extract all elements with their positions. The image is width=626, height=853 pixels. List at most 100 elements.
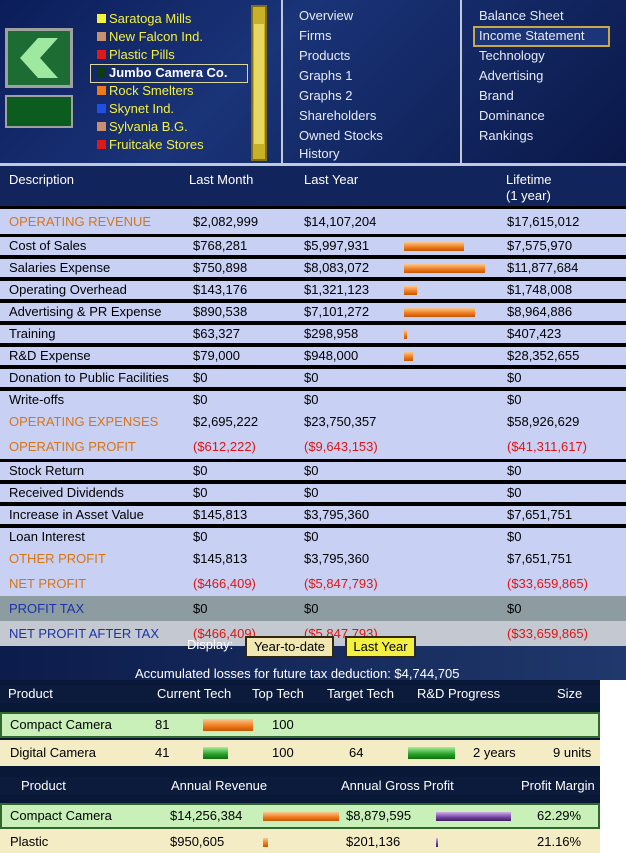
- menu-item[interactable]: Overview: [299, 8, 354, 23]
- lifetime: ($33,659,865): [507, 625, 588, 641]
- company-swatch: [97, 104, 106, 113]
- column-header: Target Tech: [327, 686, 394, 701]
- last-month: $143,176: [193, 282, 248, 297]
- tech-bar: [203, 719, 254, 731]
- last-year: ($5,847,793): [304, 575, 378, 591]
- display-button[interactable]: Year-to-date: [245, 636, 334, 658]
- lifetime: $0: [507, 392, 522, 407]
- row-label: NET PROFIT AFTER TAX: [9, 625, 160, 641]
- company-name[interactable]: Plastic Pills: [109, 47, 175, 62]
- row-label: Donation to Public Facilities: [9, 370, 169, 385]
- statement-row: [0, 434, 626, 459]
- product-name: Plastic: [10, 834, 49, 849]
- last-month: $145,813: [193, 507, 248, 522]
- company-swatch: [97, 140, 106, 149]
- lifetime: $58,926,629: [507, 413, 580, 429]
- row-label: Increase in Asset Value: [9, 507, 144, 522]
- menu-item[interactable]: Graphs 1: [299, 68, 353, 83]
- revenue-row: [0, 829, 600, 853]
- last-month: $0: [193, 485, 208, 500]
- menu-item[interactable]: Technology: [479, 48, 545, 63]
- last-month: $145,813: [193, 550, 248, 566]
- top-tech: 100: [272, 717, 294, 732]
- last-year: $0: [304, 370, 319, 385]
- column-header: Size: [557, 686, 583, 701]
- scroll-thumb[interactable]: [254, 24, 264, 144]
- column-header: Annual Gross Profit: [341, 778, 454, 793]
- row-label: PROFIT TAX: [9, 600, 85, 616]
- profit-margin: 21.16%: [537, 834, 582, 849]
- statement-row: [0, 484, 626, 502]
- lifetime: $8,964,886: [507, 304, 573, 319]
- statement-row: [0, 596, 626, 621]
- menu-item[interactable]: Dominance: [479, 108, 545, 123]
- company-name[interactable]: Rock Smelters: [109, 83, 194, 98]
- company-name[interactable]: Jumbo Camera Co.: [109, 65, 228, 80]
- last-year: $0: [304, 392, 319, 407]
- statement-row: [0, 209, 626, 234]
- lifetime: $7,575,970: [507, 238, 573, 253]
- column-header: Last Year: [304, 172, 359, 187]
- revenue: $950,605: [170, 834, 225, 849]
- profit-margin: 62.29%: [537, 808, 582, 823]
- gross-profit: $201,136: [346, 834, 401, 849]
- statement-row: [0, 571, 626, 596]
- menu-item[interactable]: Rankings: [479, 128, 534, 143]
- last-month: $750,898: [193, 260, 248, 275]
- menu-item[interactable]: Firms: [299, 28, 332, 43]
- menu-item[interactable]: History: [299, 146, 340, 161]
- table-header-bg: [0, 777, 600, 795]
- statement-row: [0, 281, 626, 299]
- column-header: Profit Margin: [521, 778, 595, 793]
- expense-bar: [404, 264, 485, 273]
- menu-item[interactable]: Balance Sheet: [479, 8, 564, 23]
- display-button[interactable]: Last Year: [345, 636, 416, 658]
- row-label: Loan Interest: [9, 529, 85, 544]
- statement-header-bg: [0, 166, 626, 206]
- statement-row: [0, 391, 626, 409]
- selected-outline: [90, 64, 248, 83]
- column-header: Lifetime: [506, 172, 552, 187]
- company-name[interactable]: Saratoga Mills: [109, 11, 192, 26]
- column-header: Annual Revenue: [171, 778, 268, 793]
- target-tech: 64: [349, 745, 364, 760]
- last-month: $768,281: [193, 238, 248, 253]
- lifetime: $0: [507, 600, 522, 616]
- company-name[interactable]: New Falcon Ind.: [109, 29, 203, 44]
- column-header: R&D Progress: [417, 686, 501, 701]
- lifetime: $0: [507, 463, 522, 478]
- menu-item[interactable]: Products: [299, 48, 351, 63]
- company-name[interactable]: Fruitcake Stores: [109, 137, 204, 152]
- menu-item[interactable]: Advertising: [479, 68, 544, 83]
- last-year: $8,083,072: [304, 260, 370, 275]
- menu-item[interactable]: Graphs 2: [299, 88, 353, 103]
- divider: [281, 0, 283, 164]
- menu-item[interactable]: Income Statement: [479, 28, 585, 43]
- last-month: $2,695,222: [193, 413, 259, 429]
- last-month: $0: [193, 370, 208, 385]
- row-label: OTHER PROFIT: [9, 550, 106, 566]
- rd-time: 2 years: [473, 745, 516, 760]
- statement-row: [0, 528, 626, 546]
- last-month: $0: [193, 529, 208, 544]
- company-name[interactable]: Sylvania B.G.: [109, 119, 188, 134]
- lifetime: $7,651,751: [507, 507, 573, 522]
- display-label: Display:: [187, 637, 234, 652]
- lifetime: $28,352,655: [507, 348, 580, 363]
- last-month: $63,327: [193, 326, 240, 341]
- last-month: $0: [193, 463, 208, 478]
- tech-bar: [203, 747, 229, 759]
- menu-item[interactable]: Brand: [479, 88, 514, 103]
- row-label: OPERATING REVENUE: [9, 213, 152, 229]
- revenue: $14,256,384: [170, 808, 243, 823]
- last-year: $0: [304, 485, 319, 500]
- lifetime: ($33,659,865): [507, 575, 588, 591]
- menu-item[interactable]: Shareholders: [299, 108, 377, 123]
- current-tech: 81: [155, 717, 170, 732]
- expense-bar: [404, 242, 465, 251]
- last-year: ($9,643,153): [304, 438, 378, 454]
- menu-item[interactable]: Owned Stocks: [299, 128, 383, 143]
- company-name[interactable]: Skynet Ind.: [109, 101, 175, 116]
- menu-highlight: [473, 26, 610, 47]
- last-year: $298,958: [304, 326, 359, 341]
